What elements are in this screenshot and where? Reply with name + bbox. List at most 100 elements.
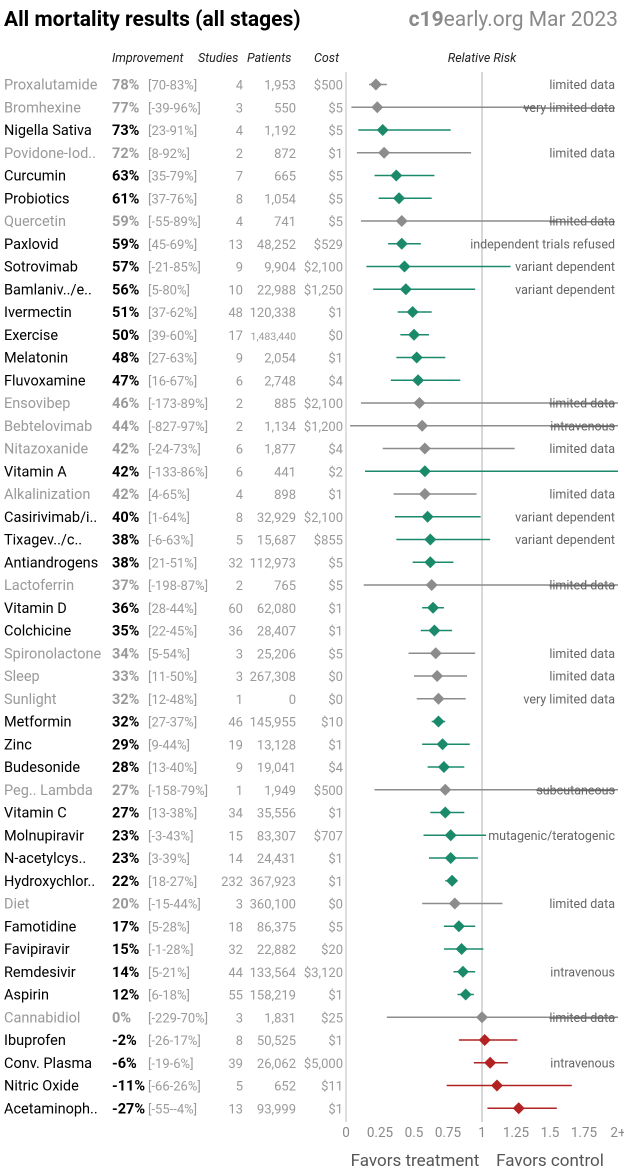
row-improvement: 37% bbox=[112, 577, 140, 594]
x-tick-label: 2+ bbox=[610, 1125, 624, 1141]
row-confidence-interval: [-55-89%] bbox=[148, 215, 201, 230]
row-note: limited data bbox=[549, 897, 615, 912]
estimate-diamond bbox=[476, 1011, 488, 1024]
row-improvement: 34% bbox=[112, 645, 140, 662]
row-studies: 46 bbox=[228, 716, 243, 731]
estimate-diamond bbox=[418, 488, 431, 500]
row-confidence-interval: [-133-86%] bbox=[148, 465, 208, 480]
row-confidence-interval: [11-50%] bbox=[148, 670, 197, 685]
row-treatment-name: N-acetylcys.. bbox=[4, 850, 86, 867]
row-cost: $10 bbox=[321, 716, 343, 731]
table-row: Antiandrogens 38% [21-51%] 32 112,973 $5 bbox=[4, 554, 454, 571]
row-cost: $855 bbox=[314, 534, 343, 549]
row-studies: 7 bbox=[236, 170, 243, 185]
table-row: Lactoferrin 37% [-198-87%] 2 765 $5 limited da… bbox=[4, 577, 618, 594]
brand-rest: early.org Mar 2023 bbox=[444, 8, 618, 32]
table-row: Conv. Plasma -6% [-19-6%] 39 26,062 $5,000 int… bbox=[4, 1055, 615, 1072]
row-patients: 50,525 bbox=[257, 1034, 296, 1049]
row-treatment-name: Colchicine bbox=[4, 623, 71, 640]
x-tick-label: 1.75 bbox=[571, 1125, 598, 1141]
table-row: Colchicine 35% [22-45%] 36 28,407 $1 bbox=[4, 623, 453, 640]
row-improvement: 42% bbox=[112, 463, 140, 480]
row-studies: 9 bbox=[236, 352, 243, 367]
row-improvement: 42% bbox=[112, 486, 140, 503]
row-studies: 39 bbox=[228, 1057, 243, 1072]
table-row: Molnupiravir 23% [-3-43%] 15 83,307 $707 mutag… bbox=[4, 827, 615, 844]
row-treatment-name: Bamlaniv../e.. bbox=[4, 281, 92, 298]
row-studies: 48 bbox=[228, 306, 243, 321]
row-patients: 93,999 bbox=[257, 1102, 296, 1117]
row-improvement: 50% bbox=[112, 327, 140, 344]
header-relative-risk: Relative Risk bbox=[448, 51, 517, 66]
row-patients: 1,134 bbox=[264, 420, 296, 435]
row-improvement: 17% bbox=[112, 918, 140, 935]
row-improvement: 14% bbox=[112, 964, 140, 981]
row-note: limited data bbox=[549, 670, 615, 685]
row-confidence-interval: [-24-73%] bbox=[148, 443, 201, 458]
row-studies: 18 bbox=[228, 920, 243, 935]
row-cost: $1 bbox=[328, 1034, 343, 1049]
x-tick-label: 1 bbox=[478, 1125, 486, 1141]
row-treatment-name: Vitamin D bbox=[4, 600, 67, 617]
estimate-diamond bbox=[452, 920, 465, 933]
row-treatment-name: Antiandrogens bbox=[4, 554, 98, 571]
row-patients: 112,973 bbox=[250, 556, 296, 571]
estimate-diamond bbox=[376, 124, 389, 136]
estimate-diamond bbox=[378, 146, 391, 159]
estimate-diamond bbox=[395, 215, 408, 227]
row-note: limited data bbox=[549, 215, 615, 230]
row-confidence-interval: [12-48%] bbox=[148, 693, 197, 708]
row-confidence-interval: [-1-28%] bbox=[148, 943, 194, 958]
estimate-diamond bbox=[410, 351, 423, 364]
row-cost: $0 bbox=[328, 329, 343, 344]
table-row: Sunlight 32% [12-48%] 1 0 $0 very limited data bbox=[4, 691, 615, 708]
row-improvement: 27% bbox=[112, 782, 140, 799]
row-treatment-name: Remdesivir bbox=[4, 964, 76, 981]
estimate-diamond bbox=[459, 988, 472, 1001]
row-note: variant dependent bbox=[515, 510, 615, 525]
row-note: variant dependent bbox=[515, 260, 615, 275]
row-confidence-interval: [5-21%] bbox=[148, 966, 190, 981]
row-improvement: -6% bbox=[112, 1055, 137, 1072]
header-improvement: Improvement bbox=[112, 51, 185, 66]
row-cost: $0 bbox=[328, 693, 343, 708]
row-confidence-interval: [9-44%] bbox=[148, 738, 190, 753]
table-row: Spironolactone 34% [5-54%] 3 25,206 $5 limited… bbox=[4, 645, 615, 662]
estimate-diamond bbox=[416, 419, 429, 432]
table-row: Bromhexine 77% [-39-96%] 3 550 $5 very limited… bbox=[4, 99, 615, 116]
row-studies: 8 bbox=[236, 192, 243, 207]
row-confidence-interval: [13-40%] bbox=[148, 761, 197, 776]
row-cost: $500 bbox=[314, 784, 343, 799]
row-patients: 22,882 bbox=[257, 943, 296, 958]
row-confidence-interval: [45-69%] bbox=[148, 238, 197, 253]
row-improvement: 61% bbox=[112, 190, 140, 207]
table-row: Diet 20% [-15-44%] 3 360,100 $0 limited data bbox=[4, 896, 615, 913]
table-row: Nitric Oxide -11% [-66-26%] 5 652 $11 bbox=[4, 1078, 572, 1095]
row-patients: 765 bbox=[274, 579, 296, 594]
row-cost: $1 bbox=[328, 352, 343, 367]
row-cost: $2,100 bbox=[304, 261, 343, 276]
row-studies: 6 bbox=[236, 465, 243, 480]
x-tick-label: 0.5 bbox=[405, 1125, 424, 1141]
row-studies: 4 bbox=[236, 124, 244, 139]
row-confidence-interval: [39-60%] bbox=[148, 329, 197, 344]
row-cost: $5,000 bbox=[304, 1057, 343, 1072]
row-studies: 32 bbox=[228, 556, 243, 571]
row-patients: 62,080 bbox=[257, 602, 296, 617]
table-row: Remdesivir 14% [5-21%] 44 133,564 $3,120 intra… bbox=[4, 964, 615, 981]
table-row: Budesonide 28% [13-40%] 9 19,041 $4 bbox=[4, 759, 465, 776]
row-studies: 19 bbox=[228, 738, 243, 753]
row-confidence-interval: [3-39%] bbox=[148, 852, 190, 867]
row-confidence-interval: [27-37%] bbox=[148, 716, 197, 731]
row-confidence-interval: [22-45%] bbox=[148, 625, 197, 640]
row-confidence-interval: [-3-43%] bbox=[148, 829, 194, 844]
estimate-diamond bbox=[437, 761, 450, 773]
row-studies: 2 bbox=[236, 397, 243, 412]
row-improvement: 78% bbox=[112, 77, 140, 94]
row-confidence-interval: [-198-87%] bbox=[148, 579, 208, 594]
table-row: Bamlaniv../e.. 56% [5-80%] 10 22,988 $1,250 va… bbox=[4, 281, 615, 298]
row-note: limited data bbox=[549, 579, 615, 594]
row-patients: 2,054 bbox=[264, 352, 296, 367]
row-studies: 4 bbox=[236, 488, 244, 503]
